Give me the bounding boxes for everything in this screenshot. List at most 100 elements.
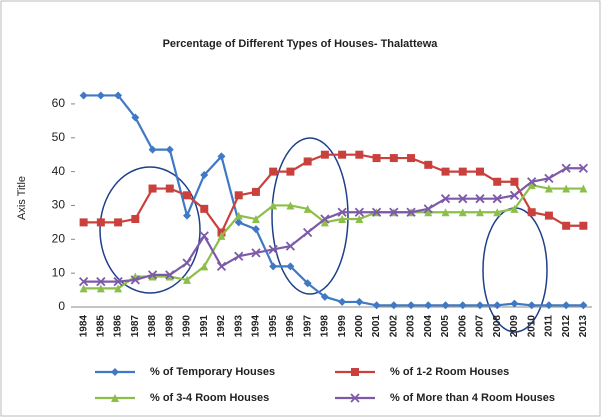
data-point [148, 145, 157, 154]
data-point [320, 292, 329, 301]
data-point [337, 207, 347, 217]
y-tick-label: 0 [58, 299, 65, 313]
data-point [338, 150, 347, 159]
data-point [562, 184, 571, 193]
data-point [510, 299, 519, 308]
data-point [406, 207, 416, 217]
x-tick-label: 2011 [544, 315, 555, 337]
data-point [251, 187, 260, 196]
data-point [579, 184, 588, 193]
data-point [114, 218, 123, 227]
x-tick-label: 1989 [164, 315, 175, 338]
x-tick-label: 2002 [388, 315, 399, 338]
x-tick-label: 2009 [509, 315, 520, 338]
x-tick-label: 2000 [354, 315, 365, 338]
data-point [131, 113, 140, 122]
data-point [251, 225, 260, 234]
data-point [544, 301, 553, 310]
data-point [165, 272, 174, 281]
data-point [147, 270, 158, 280]
data-point [131, 215, 140, 223]
data-point [354, 207, 364, 217]
data-point [458, 208, 467, 217]
data-point [320, 150, 329, 159]
data-point [113, 276, 123, 287]
data-point [562, 221, 571, 230]
chart-title: Percentage of Different Types of Houses-… [163, 38, 439, 50]
data-point [303, 279, 312, 288]
data-point [78, 276, 89, 287]
x-tick-label: 1991 [199, 315, 210, 338]
data-point [183, 211, 192, 220]
data-point [493, 208, 502, 217]
data-point [510, 177, 519, 186]
data-point [372, 154, 381, 163]
data-point [111, 394, 119, 402]
data-point [492, 194, 502, 204]
data-point [578, 163, 589, 173]
data-point [200, 262, 209, 271]
data-point [579, 221, 588, 230]
data-point [407, 301, 416, 310]
data-point [338, 215, 347, 223]
data-point [269, 167, 278, 176]
data-point [350, 393, 360, 403]
x-tick-label: 2012 [561, 315, 572, 338]
x-tick-label: 1999 [337, 315, 348, 338]
data-point [527, 177, 537, 187]
data-point [527, 301, 536, 310]
x-tick-label: 1993 [233, 315, 244, 338]
legend-label: % of 3-4 Room Houses [150, 392, 269, 404]
x-tick-label: 2001 [371, 315, 382, 338]
data-point [217, 231, 226, 240]
x-tick-label: 2007 [475, 315, 486, 338]
data-point [441, 208, 450, 217]
data-point [216, 261, 227, 272]
data-point [475, 194, 485, 204]
y-tick-label: 30 [52, 198, 66, 212]
data-point [148, 184, 157, 193]
data-point [165, 270, 175, 280]
data-point [423, 204, 433, 214]
x-tick-label: 2010 [526, 315, 537, 338]
data-point [183, 275, 192, 284]
x-tick-label: 1984 [78, 315, 89, 338]
data-point [303, 204, 312, 213]
data-point [355, 215, 364, 223]
data-point [562, 301, 571, 310]
data-point [475, 301, 484, 310]
data-point [96, 284, 105, 293]
data-point [165, 145, 174, 154]
data-point [79, 218, 88, 227]
data-point [441, 301, 450, 310]
data-point [371, 207, 382, 217]
data-point [303, 157, 312, 166]
x-tick-label: 1985 [95, 315, 106, 338]
data-point [458, 301, 467, 310]
data-point [286, 262, 295, 271]
data-point [389, 301, 398, 310]
data-point [114, 91, 123, 100]
data-point [510, 204, 519, 213]
data-point [285, 241, 296, 251]
data-point [475, 167, 484, 176]
data-point [351, 368, 359, 376]
data-point [269, 201, 278, 210]
data-point [200, 204, 209, 213]
data-point [269, 262, 278, 271]
data-point [424, 301, 433, 310]
data-point [234, 218, 243, 227]
x-tick-label: 1994 [251, 315, 262, 338]
data-point [440, 194, 451, 204]
data-point [148, 272, 157, 281]
data-point [561, 163, 571, 173]
y-tick-label: 60 [52, 96, 66, 110]
data-point [544, 184, 553, 193]
x-tick-label: 2004 [423, 315, 434, 338]
data-point [579, 301, 588, 310]
data-point [251, 248, 261, 258]
data-point [527, 208, 536, 217]
data-point [183, 191, 192, 200]
data-point [79, 91, 88, 100]
data-point [111, 368, 119, 376]
